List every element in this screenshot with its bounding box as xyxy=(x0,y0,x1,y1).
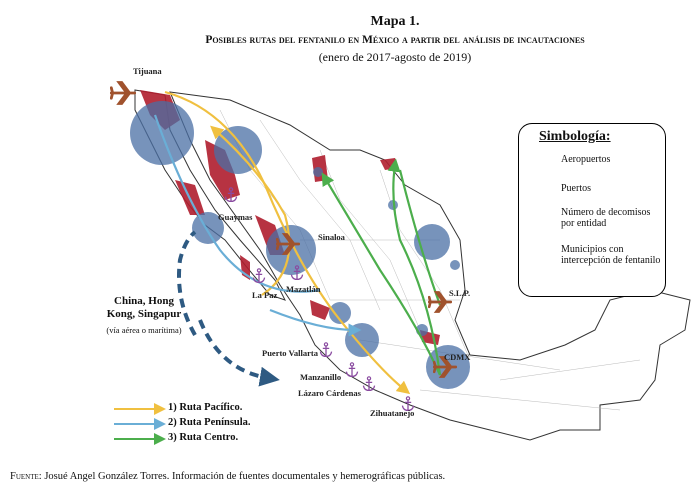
place-label: Tijuana xyxy=(133,66,162,76)
origin-arrows xyxy=(177,230,268,378)
place-label: Lázaro Cárdenas xyxy=(298,388,362,398)
place-label: S.L.P. xyxy=(449,288,470,298)
legend-item: Número de decomisos por entidad xyxy=(561,207,651,229)
route-label: 2) Ruta Península. xyxy=(168,417,251,428)
legend-item: Puertos xyxy=(561,183,591,194)
place-label: Puerto Vallarta xyxy=(262,348,319,358)
subtitle: Posibles rutas del fentanilo en México a… xyxy=(205,34,585,46)
place-labels: Tijuana Guaymas Sinaloa La Paz Mazatlán … xyxy=(133,66,471,418)
source-label: Fuente: xyxy=(10,471,42,482)
title: Mapa 1. xyxy=(370,14,420,29)
route-label: 3) Ruta Centro. xyxy=(168,432,239,443)
route-label: 1) Ruta Pacífico. xyxy=(168,402,243,413)
legend-title: Simbología: xyxy=(539,129,611,144)
place-label: La Paz xyxy=(252,290,277,300)
period: (enero de 2017-agosto de 2019) xyxy=(318,50,472,64)
place-label: Mazatlán xyxy=(286,284,321,294)
legend: Simbología: Aeropuertos Puertos Número d… xyxy=(518,123,666,297)
origin-note: (vía aérea o marítima) xyxy=(106,325,182,335)
origin-name: China, Hong Kong, Singapur xyxy=(106,295,182,320)
place-label: Manzanillo xyxy=(300,372,341,382)
legend-item: Municipios con intercepción de fentanilo xyxy=(561,244,661,266)
place-label: Zihuatanejo xyxy=(370,408,414,418)
legend-item: Aeropuertos xyxy=(561,154,611,165)
place-label: Guaymas xyxy=(218,212,253,222)
route-legend xyxy=(114,403,166,445)
place-label: CDMX xyxy=(444,352,471,362)
source-text: Josué Angel González Torres. Información… xyxy=(44,471,446,482)
place-label: Sinaloa xyxy=(318,232,346,242)
source: Fuente: Josué Angel González Torres. Inf… xyxy=(10,471,445,482)
